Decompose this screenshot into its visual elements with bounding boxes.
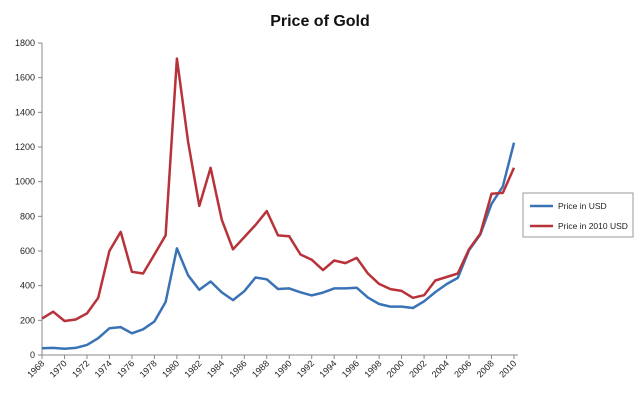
legend-label-2010usd: Price in 2010 USD (558, 221, 628, 231)
series-line-price-usd (41, 142, 516, 351)
series-lines (41, 57, 516, 351)
y-tick-label: 200 (20, 315, 35, 325)
x-axis-ticks: 1968 1970 1972 1974 1976 1978 1980 1982 1984 1986… (25, 355, 518, 380)
legend-label-usd: Price in USD (558, 201, 607, 211)
y-tick-label: 0 (30, 350, 35, 360)
y-tick-label: 800 (20, 211, 35, 221)
y-axis-ticks: 0 200 400 600 800 1000 1200 1400 1600 1800 (15, 38, 42, 360)
y-tick-label: 1600 (15, 73, 35, 83)
chart-title: Price of Gold (270, 13, 370, 30)
y-tick-label: 1000 (15, 177, 35, 187)
y-tick-label: 1200 (15, 142, 35, 152)
y-tick-label: 1800 (15, 38, 35, 48)
y-tick-label: 1400 (15, 107, 35, 117)
legend: Price in USD Price in 2010 USD (522, 192, 634, 238)
legend-box (522, 192, 634, 238)
series-line-price-2010-usd (41, 57, 516, 323)
y-tick-label: 600 (20, 246, 35, 256)
y-tick-label: 400 (20, 281, 35, 291)
